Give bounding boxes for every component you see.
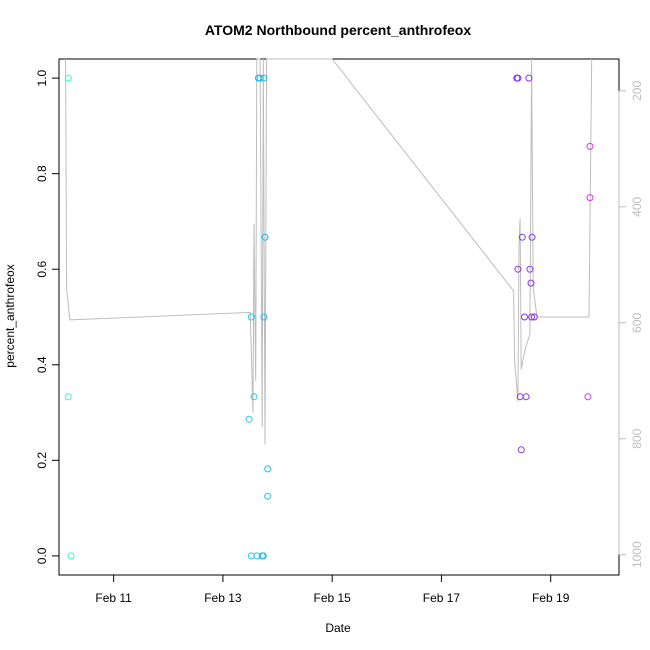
data-point — [247, 313, 255, 321]
y-axis: 0.0 0.2 0.4 0.6 0.8 1.0 — [35, 69, 60, 564]
y-tick-label: 0.6 — [35, 261, 49, 278]
y-tick-label: 0.8 — [35, 165, 49, 182]
x-tick-label: Feb 11 — [95, 591, 132, 605]
y-tick-label: 0.2 — [35, 452, 49, 469]
y-tick-label: 0.0 — [35, 547, 49, 564]
data-point — [514, 74, 522, 82]
data-point — [530, 313, 538, 321]
data-point — [245, 415, 253, 423]
y-right-tick-label: 800 — [630, 428, 644, 448]
data-point — [260, 313, 268, 321]
x-axis-label: Date — [325, 621, 351, 635]
y-right-tick-label: 1000 — [630, 541, 644, 568]
data-point — [522, 393, 530, 401]
series-line — [65, 58, 593, 445]
line-layer — [65, 58, 593, 445]
y-axis-label: percent_anthrofeox — [3, 264, 17, 367]
y-tick-label: 0.4 — [35, 356, 49, 373]
data-point — [528, 233, 536, 241]
data-point — [528, 313, 536, 321]
data-point — [247, 552, 255, 560]
x-tick-label: Feb 15 — [313, 591, 351, 605]
data-point — [527, 279, 535, 287]
x-tick-label: Feb 19 — [532, 591, 570, 605]
x-tick-label: Feb 13 — [204, 591, 242, 605]
y-right-tick-label: 600 — [630, 312, 644, 332]
data-point — [526, 265, 534, 273]
data-point — [67, 552, 75, 560]
x-tick-label: Feb 17 — [423, 591, 461, 605]
data-point — [259, 552, 267, 560]
y-right-tick-label: 200 — [630, 81, 644, 101]
data-point — [264, 465, 272, 473]
data-point — [64, 74, 72, 82]
y-right-tick-label: 400 — [630, 197, 644, 217]
data-point — [518, 233, 526, 241]
data-point — [256, 74, 264, 82]
data-point — [261, 233, 269, 241]
data-point — [260, 74, 268, 82]
data-point — [586, 194, 594, 202]
data-point — [514, 265, 522, 273]
chart-title: ATOM2 Northbound percent_anthrofeox — [205, 22, 471, 38]
data-point — [250, 393, 258, 401]
data-point — [64, 393, 72, 401]
data-point — [525, 74, 533, 82]
data-point — [584, 393, 592, 401]
points-layer — [64, 74, 594, 560]
data-point — [521, 313, 528, 321]
data-point — [517, 446, 525, 454]
y-tick-label: 1.0 — [35, 69, 49, 86]
y-axis-right: 200 400 600 800 1000 — [618, 81, 644, 568]
x-axis: Feb 11 Feb 13 Feb 15 Feb 17 Feb 19 — [95, 574, 570, 605]
data-point — [264, 492, 272, 500]
data-point — [586, 142, 594, 150]
